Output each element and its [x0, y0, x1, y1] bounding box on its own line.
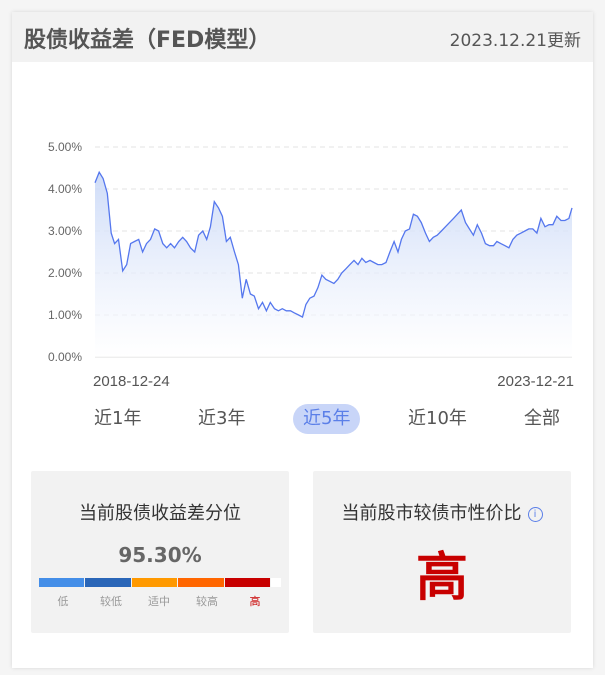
- level-label: 高: [249, 595, 261, 608]
- info-icon[interactable]: i: [527, 506, 543, 522]
- card-title: 股债收益差（FED模型）: [24, 28, 271, 53]
- valuation-box: 当前股市较债市性价比 i 高: [313, 471, 571, 633]
- range-tabs: 近1年 近3年 近5年 近10年 全部: [0, 404, 605, 438]
- level-label: 较低: [100, 595, 122, 608]
- y-tick-label: 2.00%: [48, 266, 82, 280]
- level-segment: [178, 578, 224, 587]
- level-label: 较高: [196, 595, 218, 608]
- y-tick-label: 4.00%: [48, 182, 82, 196]
- y-tick-label: 0.00%: [48, 350, 82, 364]
- y-tick-label: 5.00%: [48, 140, 82, 154]
- chart-series-line: [94, 170, 573, 319]
- card-header: 股债收益差（FED模型） 2023.12.21更新: [12, 12, 593, 62]
- x-tick-label: 2023-12-21: [497, 373, 574, 390]
- level-segment: [85, 578, 131, 587]
- level-bar-end: [271, 578, 282, 587]
- level-bar: [39, 578, 282, 587]
- tab-all[interactable]: 全部: [524, 408, 560, 429]
- y-tick-label: 3.00%: [48, 224, 82, 238]
- valuation-title-row: 当前股市较债市性价比 i: [313, 499, 571, 525]
- level-label: 低: [57, 595, 69, 608]
- y-tick-label: 1.00%: [48, 308, 82, 322]
- percentile-value: 95.30%: [118, 543, 202, 567]
- valuation-value: 高: [415, 548, 468, 608]
- x-tick-label: 2018-12-24: [93, 373, 170, 390]
- update-date: 2023.12.21更新: [449, 31, 581, 51]
- level-segment: [131, 578, 178, 587]
- percentile-box: 当前股债收益差分位 95.30% 低 较低 适中 较高 高: [31, 471, 289, 633]
- valuation-title: 当前股市较债市性价比: [341, 503, 522, 524]
- percentile-title: 当前股债收益差分位: [79, 503, 241, 524]
- chart-area-fill: [95, 172, 572, 357]
- level-segment: [224, 578, 271, 587]
- tab-10y[interactable]: 近10年: [408, 408, 467, 429]
- tab-3y[interactable]: 近3年: [198, 408, 246, 429]
- tab-1y[interactable]: 近1年: [94, 408, 142, 429]
- fed-chart: 0.00% 1.00% 2.00% 3.00% 4.00% 5.00% 2018-12-24…: [48, 140, 574, 390]
- tab-5y[interactable]: 近5年: [293, 404, 361, 434]
- level-segment: [39, 578, 85, 587]
- level-label: 适中: [148, 595, 170, 608]
